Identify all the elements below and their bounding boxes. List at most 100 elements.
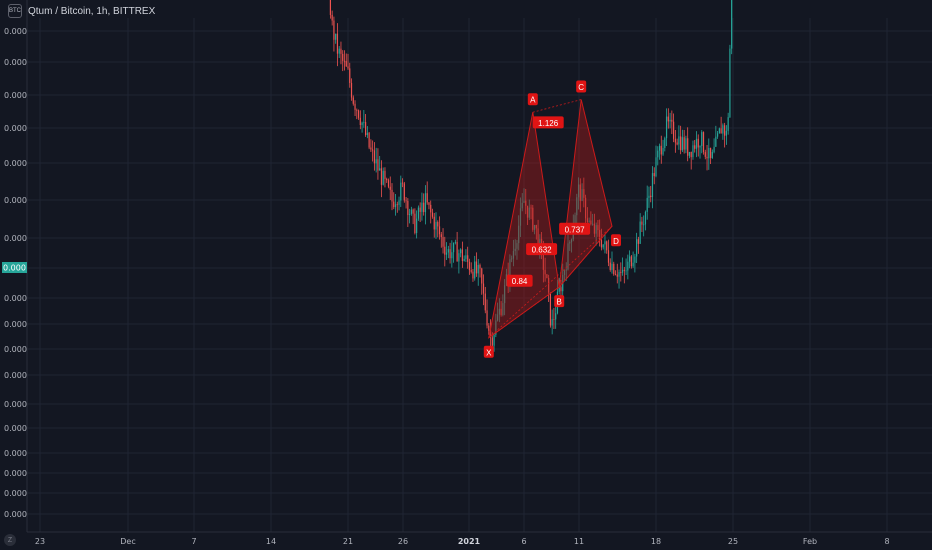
symbol-title: Qtum / Bitcoin, 1h, BITTREX [28, 5, 156, 17]
candle-body [526, 205, 529, 218]
candle-body [384, 170, 386, 179]
candle-body [695, 138, 698, 149]
pattern-point-label: X [486, 348, 492, 357]
pattern-point-D[interactable] [611, 234, 621, 247]
candle-body [577, 184, 580, 198]
candle-body [419, 207, 421, 212]
candle-body [599, 230, 601, 241]
candle-body [644, 211, 647, 225]
candle-body [697, 138, 699, 148]
candle-body [486, 310, 488, 326]
candle-body [509, 259, 511, 282]
candle-body [727, 117, 729, 131]
candle-body [416, 218, 418, 233]
pattern-ratio[interactable] [559, 222, 591, 235]
candle-body [611, 263, 613, 270]
candle-body [481, 268, 483, 284]
candle-body [685, 138, 687, 150]
pattern-point-X[interactable] [483, 345, 494, 358]
y-tick-label: 0.000 [4, 27, 27, 36]
candle-body [678, 136, 680, 145]
candle-body [725, 130, 727, 136]
candle-body [410, 209, 412, 214]
candle-body [627, 261, 629, 271]
x-tick-label: Feb [803, 537, 817, 546]
x-tick-label: 2021 [458, 537, 481, 546]
candle-body [724, 125, 726, 136]
candle-body [512, 251, 515, 259]
x-tick-label: 21 [343, 537, 353, 546]
candle-body [706, 156, 708, 159]
x-tick-label: 23 [35, 537, 45, 546]
candle-body [592, 223, 594, 225]
candle-body [537, 228, 539, 250]
candle-body [715, 136, 717, 147]
candle-body [382, 170, 384, 185]
candle-body [500, 308, 502, 315]
candle-body [366, 132, 368, 136]
candle-body [370, 147, 372, 150]
y-tick-label: 0.000 [4, 469, 27, 478]
candle-body [553, 319, 555, 320]
y-tick-label: 0.000 [4, 294, 27, 303]
last-price-tag [2, 262, 27, 273]
candle-body [475, 261, 478, 274]
pattern-ratio[interactable] [526, 243, 558, 256]
candle-body [585, 197, 587, 219]
candle-body [708, 147, 710, 159]
candle-body [470, 270, 472, 272]
x-tick-label: 8 [884, 537, 889, 546]
tv-logo-icon: Z [4, 534, 16, 546]
candle-body [458, 253, 460, 262]
candle-body [590, 220, 592, 225]
candle-body [331, 14, 333, 21]
candle-body [551, 319, 553, 326]
pattern-leg [488, 286, 560, 339]
candle-body [651, 173, 654, 198]
pattern-point-B[interactable] [554, 295, 565, 308]
pattern-leg [558, 225, 613, 288]
candle-body [653, 173, 655, 177]
candle-body [511, 258, 513, 260]
y-tick-label: 0.000 [4, 345, 27, 354]
candle-body [521, 202, 523, 209]
symbol-badge[interactable]: BTC [8, 4, 22, 18]
candle-body [361, 122, 363, 126]
candle-body [377, 159, 379, 171]
candle-body [722, 125, 724, 134]
candle-body [428, 202, 430, 205]
pattern-leg [532, 99, 582, 113]
candle-body [451, 252, 453, 259]
candle-body [518, 225, 520, 244]
candle-body [683, 137, 685, 150]
candle-body [491, 337, 493, 346]
candle-body [477, 265, 479, 274]
candle-body [409, 213, 411, 216]
pattern-triangle-xab[interactable] [488, 112, 560, 339]
candle-body [525, 200, 527, 206]
candle-body [394, 204, 397, 208]
pattern-ratio[interactable] [506, 274, 533, 287]
candle-body [350, 82, 353, 98]
candle-body [493, 334, 495, 346]
candle-body [720, 128, 722, 134]
candle-body [479, 265, 481, 269]
pattern-ratio[interactable] [532, 116, 564, 129]
candle-body [335, 33, 337, 40]
candle-body [386, 178, 388, 181]
candle-body [463, 258, 465, 261]
candle-body [595, 225, 597, 234]
candle-body [363, 122, 365, 123]
pattern-point-C[interactable] [576, 80, 587, 93]
x-tick-label: 14 [266, 537, 276, 546]
candle-body [567, 243, 569, 270]
candle-body [629, 256, 631, 262]
candle-body [403, 183, 405, 201]
candle-body [495, 320, 497, 335]
pattern-point-A[interactable] [527, 93, 538, 106]
candle-body [391, 189, 393, 202]
candle-body [544, 269, 546, 275]
candle-body [401, 182, 404, 184]
candle-body [356, 109, 358, 111]
